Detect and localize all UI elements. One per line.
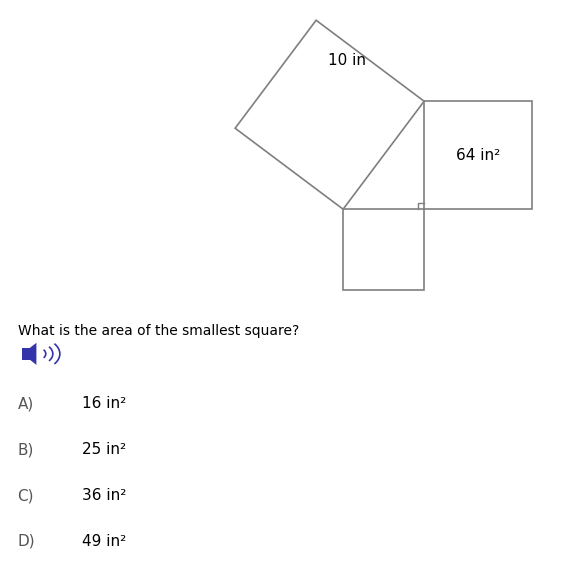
Text: 10 in: 10 in — [328, 53, 366, 68]
Text: C): C) — [18, 488, 34, 503]
Text: What is the area of the smallest square?: What is the area of the smallest square? — [18, 324, 299, 337]
Text: D): D) — [18, 534, 35, 549]
Text: 64 in²: 64 in² — [456, 148, 500, 163]
Text: A): A) — [18, 397, 34, 411]
Polygon shape — [22, 343, 36, 365]
Polygon shape — [22, 347, 36, 360]
Text: B): B) — [18, 442, 34, 457]
Text: 25 in²: 25 in² — [82, 442, 126, 457]
Text: 49 in²: 49 in² — [82, 534, 126, 549]
Text: 36 in²: 36 in² — [82, 488, 127, 503]
Text: 16 in²: 16 in² — [82, 397, 126, 411]
